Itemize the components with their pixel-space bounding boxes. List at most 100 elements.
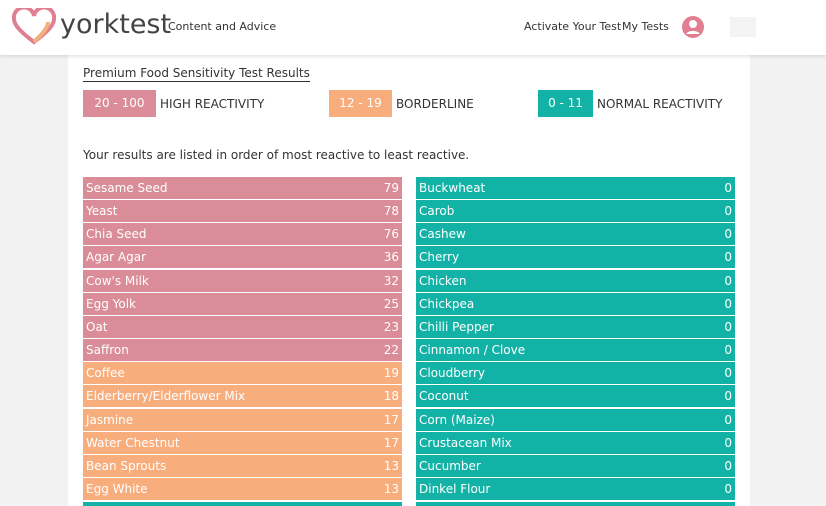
logo-text[interactable]: yorktest	[60, 9, 172, 40]
food-name: Agar Agar	[86, 250, 147, 265]
score: 76	[383, 227, 399, 242]
avatar[interactable]	[681, 15, 705, 39]
cart-icon[interactable]	[730, 17, 756, 37]
result-row: Cloudberry 0	[416, 362, 735, 385]
legend-label: NORMAL REACTIVITY	[597, 97, 723, 111]
row-partial	[416, 502, 735, 506]
food-name: Oat	[86, 319, 108, 334]
result-row: Elderberry/Elderflower Mix 18	[83, 385, 402, 408]
result-row: Chickpea 0	[416, 292, 735, 315]
result-row: Yeast 78	[83, 200, 402, 223]
result-row: Dinkel Flour 0	[416, 477, 735, 500]
legend-swatch: 12 - 19	[329, 90, 392, 117]
legend-label: HIGH REACTIVITY	[160, 97, 265, 111]
legend-swatch: 0 - 11	[538, 90, 593, 117]
score: 0	[724, 435, 732, 450]
food-name: Carob	[419, 204, 455, 219]
result-row: Cow's Milk 32	[83, 269, 402, 292]
result-row: Agar Agar 36	[83, 246, 402, 269]
food-name: Chilli Pepper	[419, 319, 494, 334]
food-name: Corn (Maize)	[419, 412, 495, 427]
result-row: Crustacean Mix 0	[416, 431, 735, 454]
nav-link[interactable]: Activate Your Test	[524, 20, 622, 33]
result-row: Sesame Seed 79	[83, 177, 402, 199]
food-name: Elderberry/Elderflower Mix	[86, 389, 246, 404]
logo-icon	[12, 8, 56, 45]
food-name: Jasmine	[86, 412, 134, 427]
food-name: Egg Yolk	[86, 296, 136, 311]
score: 23	[383, 319, 399, 334]
legend-swatch: 20 - 100	[83, 90, 156, 117]
result-row: Water Chestnut 17	[83, 431, 402, 454]
score: 0	[724, 181, 732, 195]
score: 79	[383, 181, 399, 195]
food-name: Cinnamon / Clove	[419, 343, 526, 358]
score: 0	[724, 273, 732, 288]
result-row: Carob 0	[416, 200, 735, 223]
score: 25	[383, 296, 399, 311]
result-row: Chilli Pepper 0	[416, 315, 735, 338]
food-name: Egg White	[86, 481, 148, 496]
score: 18	[383, 389, 399, 404]
food-name: Chicken	[419, 273, 467, 288]
result-row: Oat 23	[83, 315, 402, 338]
score: 0	[724, 412, 732, 427]
food-name: Cloudberry	[419, 366, 486, 381]
score: 0	[724, 481, 732, 496]
food-name: Buckwheat	[419, 181, 486, 195]
score: 0	[724, 227, 732, 242]
food-name: Dinkel Flour	[419, 481, 491, 496]
score: 36	[383, 250, 399, 265]
food-name: Crustacean Mix	[419, 435, 512, 450]
food-name: Chia Seed	[86, 227, 147, 242]
score: 22	[383, 343, 399, 358]
score: 0	[724, 343, 732, 358]
score: 0	[724, 204, 732, 219]
score: 0	[724, 366, 732, 381]
food-name: Cherry	[419, 250, 460, 265]
food-name: Sesame Seed	[86, 181, 168, 195]
score: 0	[724, 458, 732, 473]
score: 0	[724, 296, 732, 311]
food-name: Water Chestnut	[86, 435, 180, 450]
result-row: Corn (Maize) 0	[416, 408, 735, 431]
result-row: Saffron 22	[83, 339, 402, 362]
food-name: Cow's Milk	[86, 273, 149, 288]
result-row: Chia Seed 76	[83, 223, 402, 246]
score: 13	[383, 481, 399, 496]
note: Your results are listed in order of most…	[83, 148, 470, 162]
food-name: Yeast	[86, 204, 118, 219]
food-name: Coconut	[419, 389, 469, 404]
section-title: Premium Food Sensitivity Test Results	[83, 66, 310, 82]
food-name: Coffee	[86, 366, 125, 381]
score: 17	[383, 412, 399, 427]
food-name: Bean Sprouts	[86, 458, 167, 473]
result-row: Coconut 0	[416, 385, 735, 408]
score: 0	[724, 389, 732, 404]
food-name: Cucumber	[419, 458, 481, 473]
result-row: Egg White 13	[83, 477, 402, 500]
header: yorktest Content and Advice Activate You…	[0, 0, 826, 55]
result-row: Cucumber 0	[416, 454, 735, 477]
food-name: Saffron	[86, 343, 129, 358]
score: 0	[724, 319, 732, 334]
score: 17	[383, 435, 399, 450]
result-row: Buckwheat 0	[416, 177, 735, 199]
food-name: Cashew	[419, 227, 466, 242]
score: 0	[724, 250, 732, 265]
nav-link[interactable]: Content and Advice	[168, 20, 277, 33]
row-partial	[83, 502, 402, 506]
score: 19	[383, 366, 399, 381]
result-row: Coffee 19	[83, 362, 402, 385]
legend-label: BORDERLINE	[396, 97, 474, 111]
result-row: Jasmine 17	[83, 408, 402, 431]
score: 32	[383, 273, 399, 288]
result-row: Chicken 0	[416, 269, 735, 292]
score: 78	[383, 204, 399, 219]
result-row: Cinnamon / Clove 0	[416, 339, 735, 362]
result-row: Egg Yolk 25	[83, 292, 402, 315]
result-row: Cherry 0	[416, 246, 735, 269]
score: 13	[383, 458, 399, 473]
nav-link[interactable]: My Tests	[622, 20, 669, 33]
